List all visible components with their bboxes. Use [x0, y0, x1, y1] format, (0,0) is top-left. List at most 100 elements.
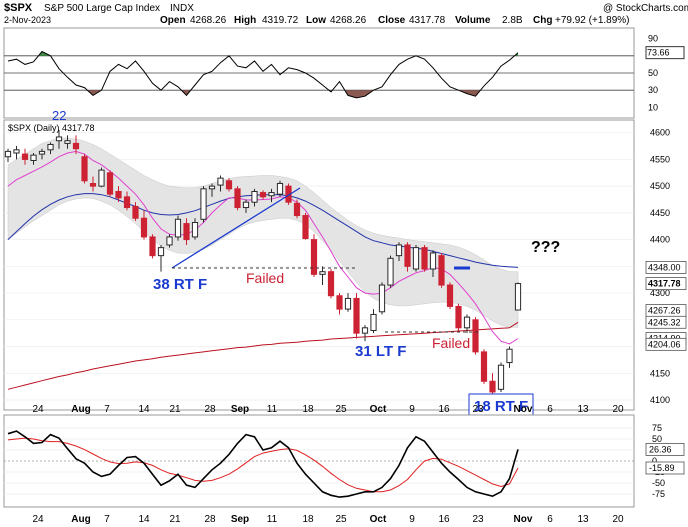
x-axis-label: 6	[547, 514, 553, 525]
candle-body	[293, 202, 301, 217]
rsi-last-value-box	[645, 46, 685, 60]
candle-body	[463, 316, 471, 329]
candle-body	[47, 143, 54, 151]
chg-label: Chg	[533, 15, 552, 26]
momentum-tick-label: 0	[652, 456, 657, 466]
price-tick-label: 4300	[650, 288, 670, 298]
candle-body	[157, 247, 165, 257]
chg-value: +79.92 (+1.89%)	[555, 15, 630, 26]
volume-label: Volume	[455, 15, 491, 26]
candle-body	[370, 313, 377, 331]
open-value: 4268.26	[190, 15, 227, 26]
candle-body	[81, 156, 88, 182]
annotation-18-rt-f: 18 RT F	[474, 398, 528, 415]
x-axis-label: 28	[204, 404, 216, 415]
momentum-tick-label: -75	[652, 489, 665, 499]
x-axis-label: 21	[169, 404, 181, 415]
chart-header: $SPX S&P 500 Large Cap Index INDX @ Stoc…	[4, 2, 688, 26]
candle-body	[13, 149, 20, 154]
momentum-tick-label: 75	[652, 423, 662, 433]
candle-body	[310, 239, 318, 275]
candle-body	[327, 271, 335, 297]
price-tag-box	[645, 277, 687, 290]
rsi-fill-segment	[356, 90, 365, 98]
x-axis-label: Nov	[514, 514, 533, 525]
candle-body	[191, 222, 199, 238]
uptrend-line	[171, 187, 301, 269]
rsi-tick-label: 30	[648, 85, 658, 95]
candle-body	[344, 297, 352, 310]
candle-body	[38, 150, 46, 155]
price-value-tags: 4348.004317.784267.264245.324214.904204.…	[645, 261, 687, 351]
x-axis-label: Aug	[71, 404, 90, 415]
price-legend: $SPX (Daily) 4317.78	[8, 123, 95, 133]
candle-body	[319, 271, 326, 275]
candle-body	[140, 217, 148, 238]
momentum-tag-label: -15.89	[649, 463, 675, 473]
x-axis-label: 16	[438, 404, 450, 415]
x-axis-label: Oct	[370, 514, 387, 525]
trend-annotations: 22 38 RT F Failed 31 LT F Failed 18 RT F…	[52, 108, 560, 416]
candle-body	[302, 215, 309, 240]
candle-body	[259, 192, 267, 198]
rsi-fill-segment	[348, 90, 357, 98]
price-tick-label: 4600	[650, 128, 670, 138]
price-tag-label: 4348.00	[648, 262, 681, 272]
x-axis-label: 7	[104, 514, 110, 525]
candle-body	[438, 255, 445, 286]
price-tick-label: 4500	[650, 181, 670, 191]
x-axis-label: 13	[577, 514, 589, 525]
momentum-tick-label: 50	[652, 434, 662, 444]
close-label: Close	[378, 15, 406, 26]
low-value: 4268.26	[330, 15, 367, 26]
candle-body	[72, 142, 80, 150]
candle-body	[480, 351, 488, 382]
candle-body	[217, 177, 224, 186]
x-axis-label: 6	[547, 404, 553, 415]
candle-body	[98, 169, 105, 187]
x-axis-label: 13	[577, 404, 589, 415]
high-label: High	[234, 15, 256, 26]
candle-body	[89, 182, 97, 187]
ma-slow-line	[7, 321, 519, 390]
candle-body	[64, 140, 71, 144]
momentum-value-tags: 26.36 -15.89	[645, 443, 685, 475]
volume-value: 2.8B	[502, 15, 523, 26]
x-axis-label: 18	[302, 404, 314, 415]
index-name: S&P 500 Large Cap Index	[44, 3, 160, 14]
candle-body	[132, 205, 139, 219]
rsi-axis: 9070503010	[648, 34, 658, 113]
candle-body	[123, 196, 131, 209]
rsi-tick-label: 50	[648, 68, 658, 78]
price-tag-box	[645, 261, 687, 274]
candle-body	[115, 190, 122, 199]
candle-body	[268, 192, 275, 197]
x-axis-label: Sep	[231, 404, 249, 415]
price-tick-label: 4400	[650, 235, 670, 245]
annotation-22: 22	[52, 108, 66, 123]
annotation-failed-2: Failed	[432, 335, 470, 351]
x-axis-label: Aug	[71, 514, 90, 525]
price-tick-label: 4450	[650, 208, 670, 218]
candle-body	[30, 154, 37, 161]
momentum-tag-box	[645, 443, 685, 456]
price-tag-label: 4317.78	[648, 279, 681, 289]
candle-body	[489, 380, 496, 393]
candle-body	[497, 364, 505, 390]
open-label: Open	[160, 15, 186, 26]
candle-body	[378, 284, 386, 313]
annotation-question: ???	[531, 239, 560, 256]
x-axis-label: 11	[267, 404, 278, 415]
x-axis-label: 20	[612, 514, 624, 525]
exchange-label: INDX	[170, 3, 194, 14]
candle-body	[200, 188, 207, 220]
candle-body	[361, 327, 369, 334]
candle-body	[166, 236, 173, 246]
x-axis-label: 18	[302, 514, 314, 525]
momentum-tag-label: 26.36	[649, 444, 672, 454]
candle-body	[421, 247, 428, 270]
high-value: 4319.72	[262, 15, 299, 26]
x-axis-label: 11	[267, 514, 278, 525]
candle-body	[412, 247, 420, 270]
